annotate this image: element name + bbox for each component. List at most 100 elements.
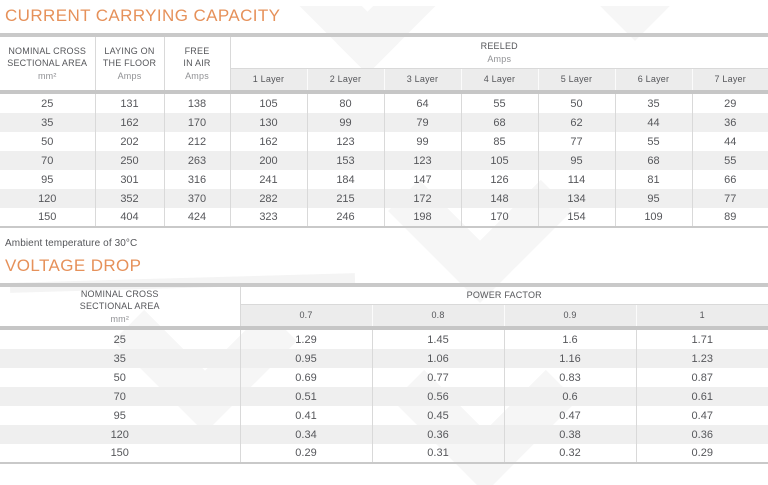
table-row: 25 1.29 1.45 1.6 1.71: [0, 330, 768, 349]
data-cell: 0.87: [635, 368, 768, 387]
data-cell: 62: [537, 113, 615, 132]
data-cell: 0.56: [371, 387, 504, 406]
data-cell: 89: [691, 208, 768, 227]
data-cell: 99: [383, 132, 461, 151]
data-cell: 184: [306, 170, 384, 189]
voltage-table-header: NOMINAL CROSS SECTIONAL AREA mm² POWER FA…: [0, 285, 768, 330]
row-area-cell: 50: [113, 371, 126, 384]
data-cell: 79: [383, 113, 461, 132]
data-cell: 64: [383, 94, 461, 113]
data-cell: 77: [691, 189, 768, 208]
row-area-cell: 70: [113, 390, 126, 403]
row-area-cell: 25: [113, 333, 126, 346]
voltage-table-body: 25 1.29 1.45 1.6 1.71 35 0.95 1.06 1.16 1.23 50 0.6…: [0, 330, 768, 463]
data-cell: 85: [460, 132, 538, 151]
header-divider: [0, 90, 768, 94]
data-cell: 370: [163, 189, 230, 208]
data-cell: 131: [94, 94, 164, 113]
data-cell: 99: [306, 113, 384, 132]
data-cell: 0.6: [503, 387, 636, 406]
data-cell: 212: [163, 132, 230, 151]
unit-label: Amps: [487, 53, 512, 64]
column-header-layer-5: 5 Layer: [537, 68, 615, 90]
data-cell: 241: [229, 170, 307, 189]
column-header-power-factor: POWER FACTOR: [239, 285, 768, 305]
data-cell: 0.95: [239, 349, 372, 368]
unit-label: Amps: [185, 71, 209, 82]
table-row: 150 0.29 0.31 0.32 0.29: [0, 444, 768, 463]
data-cell: 35: [614, 94, 692, 113]
data-cell: 1.06: [371, 349, 504, 368]
data-cell: 77: [537, 132, 615, 151]
data-cell: 282: [229, 189, 307, 208]
data-cell: 134: [537, 189, 615, 208]
data-cell: 29: [691, 94, 768, 113]
data-cell: 170: [163, 113, 230, 132]
data-cell: 0.47: [635, 406, 768, 425]
capacity-table-title: CURRENT CARRYING CAPACITY: [5, 6, 281, 25]
data-cell: 0.47: [503, 406, 636, 425]
row-area-cell: 95: [113, 409, 126, 422]
data-cell: 0.45: [371, 406, 504, 425]
data-cell: 44: [691, 132, 768, 151]
capacity-table-body: 25 131 138 105 80 64 55 50 35 29 35 162 170 130 99 79 68…: [0, 94, 768, 227]
data-cell: 352: [94, 189, 164, 208]
header-divider: [0, 326, 768, 330]
data-cell: 0.36: [635, 425, 768, 444]
data-cell: 44: [614, 113, 692, 132]
datasheet-page: CURRENT CARRYING CAPACITY NOMINAL CROSS …: [0, 6, 768, 485]
column-header-pf-1: 1: [635, 304, 768, 326]
data-cell: 138: [163, 94, 230, 113]
column-header-air: FREE IN AIR Amps: [163, 35, 230, 90]
row-area-cell: 95: [41, 173, 54, 186]
data-cell: 0.29: [635, 444, 768, 463]
data-cell: 323: [229, 208, 307, 227]
data-cell: 162: [229, 132, 307, 151]
column-header-reeled: REELED Amps: [229, 35, 768, 69]
table-row: 95 301 316 241 184 147 126 114 81 66: [0, 170, 768, 189]
unit-label: Amps: [117, 71, 142, 82]
table-row: 120 0.34 0.36 0.38 0.36: [0, 425, 768, 444]
data-cell: 200: [229, 151, 307, 170]
data-cell: 1.29: [239, 330, 372, 349]
data-cell: 95: [537, 151, 615, 170]
column-header-layer-1: 1 Layer: [229, 68, 307, 90]
data-cell: 123: [383, 151, 461, 170]
column-header-layer-4: 4 Layer: [460, 68, 538, 90]
table-row: 120 352 370 282 215 172 148 134 95 77: [0, 189, 768, 208]
data-cell: 202: [94, 132, 164, 151]
voltage-drop-table: NOMINAL CROSS SECTIONAL AREA mm² POWER FA…: [0, 283, 768, 464]
data-cell: 0.38: [503, 425, 636, 444]
column-header-floor: LAYING ON THE FLOOR Amps: [94, 35, 164, 90]
data-cell: 170: [460, 208, 538, 227]
data-cell: 0.31: [371, 444, 504, 463]
data-cell: 1.23: [635, 349, 768, 368]
data-cell: 404: [94, 208, 164, 227]
voltage-table-title: VOLTAGE DROP: [5, 256, 142, 275]
data-cell: 95: [614, 189, 692, 208]
data-cell: 246: [306, 208, 384, 227]
row-area-cell: 50: [41, 135, 54, 148]
data-cell: 215: [306, 189, 384, 208]
data-cell: 162: [94, 113, 164, 132]
current-carrying-capacity-table: NOMINAL CROSS SECTIONAL AREA mm² LAYING O…: [0, 33, 768, 228]
data-cell: 0.83: [503, 368, 636, 387]
column-header-layer-7: 7 Layer: [691, 68, 768, 90]
column-header-pf-0.7: 0.7: [239, 304, 372, 326]
table-row: 35 0.95 1.06 1.16 1.23: [0, 349, 768, 368]
row-area-cell: 25: [41, 97, 54, 110]
data-cell: 68: [614, 151, 692, 170]
data-cell: 1.16: [503, 349, 636, 368]
data-cell: 114: [537, 170, 615, 189]
table-row: 95 0.41 0.45 0.47 0.47: [0, 406, 768, 425]
data-cell: 147: [383, 170, 461, 189]
data-cell: 172: [383, 189, 461, 208]
data-cell: 263: [163, 151, 230, 170]
row-area-cell: 35: [41, 116, 54, 129]
ambient-temperature-note: Ambient temperature of 30°C: [5, 238, 138, 249]
data-cell: 1.71: [635, 330, 768, 349]
data-cell: 0.61: [635, 387, 768, 406]
data-cell: 66: [691, 170, 768, 189]
data-cell: 55: [460, 94, 538, 113]
data-cell: 50: [537, 94, 615, 113]
